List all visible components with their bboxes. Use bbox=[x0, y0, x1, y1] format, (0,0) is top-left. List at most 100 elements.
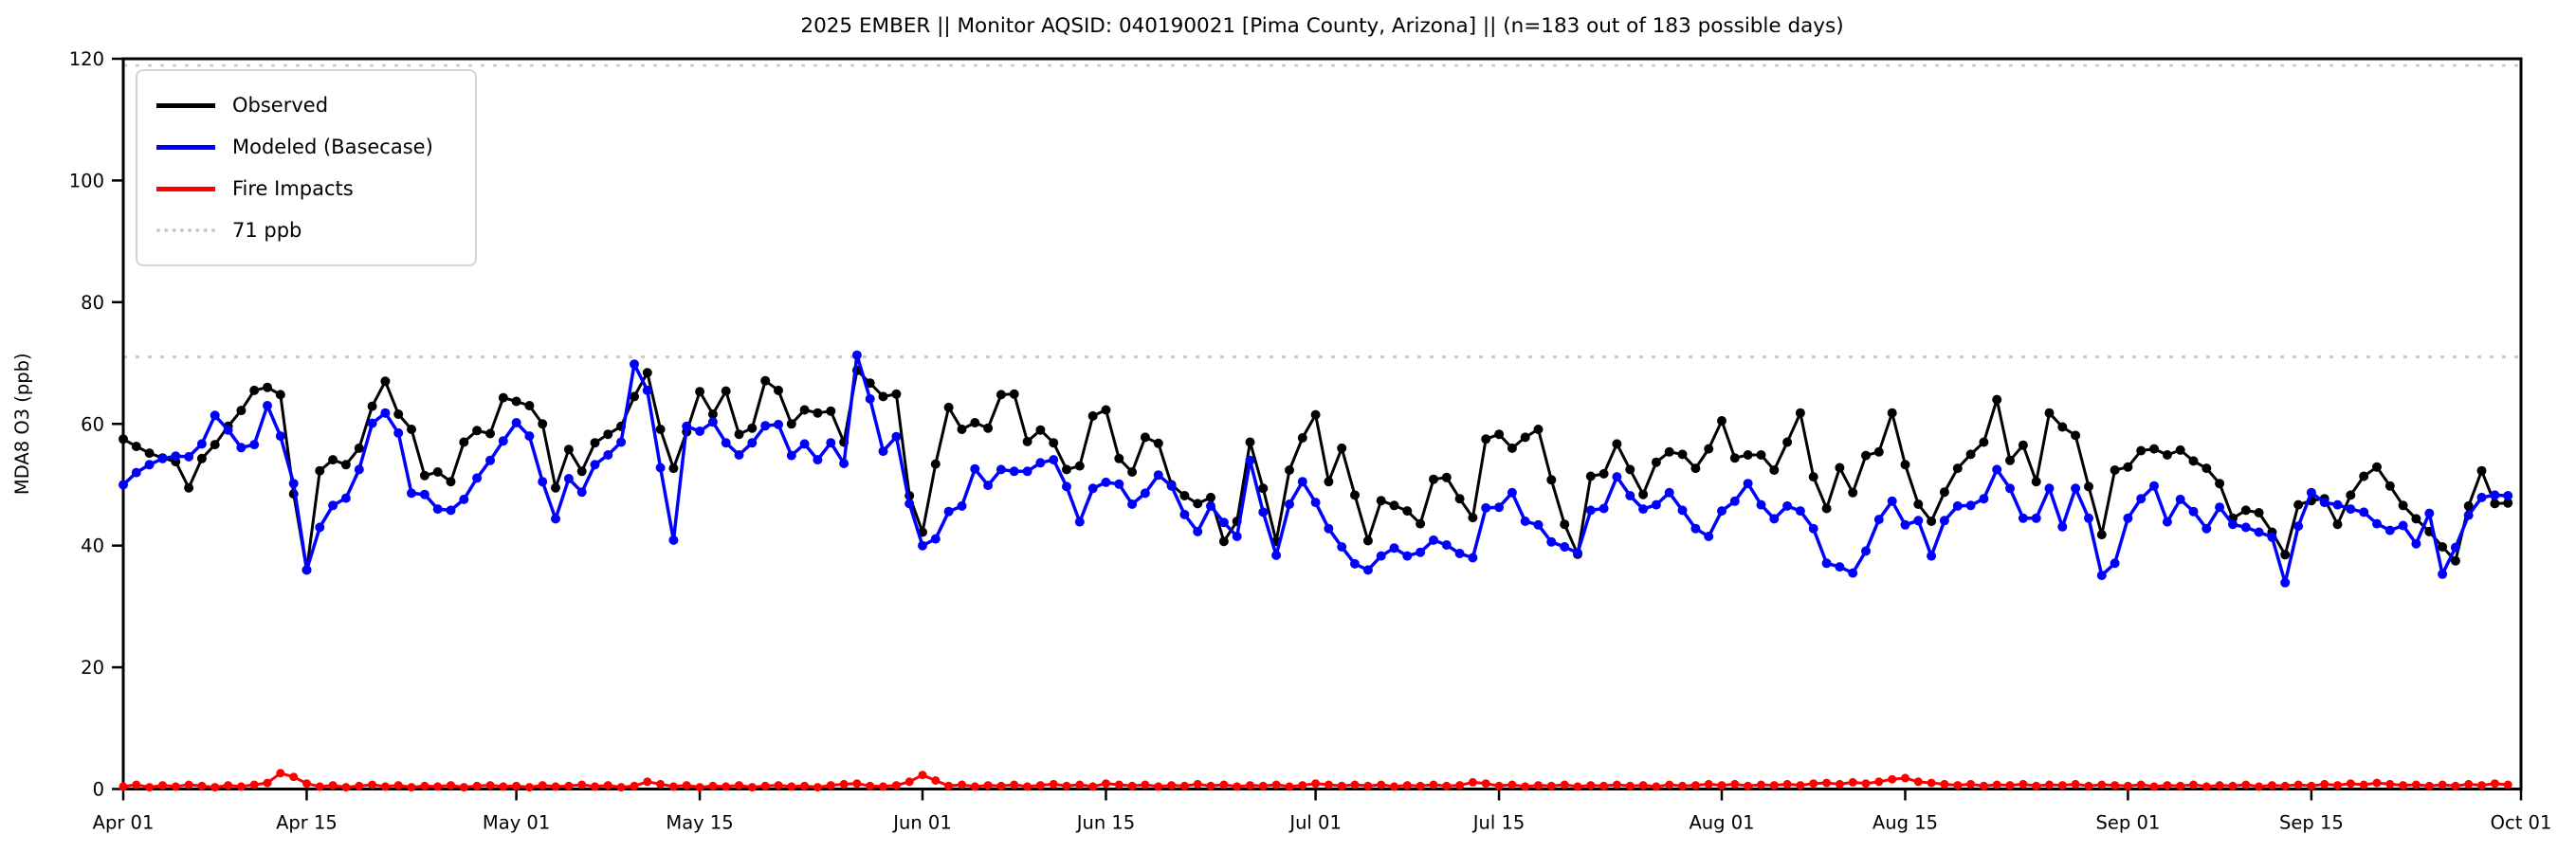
y-tick-label: 60 bbox=[81, 413, 104, 435]
fire-marker bbox=[2032, 781, 2041, 790]
fire-marker bbox=[1757, 780, 1765, 789]
modeled-marker bbox=[2215, 502, 2225, 513]
modeled-marker bbox=[695, 426, 705, 436]
observed-marker bbox=[642, 368, 652, 378]
fire-marker bbox=[695, 783, 704, 792]
observed-marker bbox=[1729, 453, 1740, 463]
fire-marker bbox=[1534, 781, 1543, 790]
y-tick-label: 100 bbox=[69, 170, 104, 191]
fire-marker bbox=[2490, 779, 2499, 789]
fire-marker bbox=[2451, 781, 2460, 790]
fire-marker bbox=[2464, 779, 2474, 789]
fire-marker bbox=[747, 783, 757, 792]
fire-marker bbox=[158, 781, 167, 790]
fire-marker bbox=[2163, 781, 2172, 790]
modeled-marker bbox=[419, 489, 429, 499]
modeled-marker bbox=[1808, 523, 1818, 534]
modeled-marker bbox=[1546, 536, 1557, 547]
fire-marker bbox=[1127, 781, 1137, 790]
modeled-marker bbox=[865, 393, 875, 404]
modeled-marker bbox=[1887, 496, 1897, 506]
fire-marker bbox=[904, 777, 914, 787]
modeled-marker bbox=[2254, 527, 2264, 537]
y-tick-label: 20 bbox=[81, 657, 104, 679]
modeled-line bbox=[121, 353, 2509, 585]
fire-marker bbox=[171, 782, 180, 791]
fire-marker bbox=[944, 781, 954, 790]
observed-marker bbox=[1101, 405, 1111, 415]
observed-marker bbox=[734, 429, 744, 440]
fire-marker bbox=[1940, 779, 1949, 789]
observed-marker bbox=[2384, 481, 2395, 491]
modeled-marker bbox=[1913, 516, 1924, 526]
observed-marker bbox=[407, 425, 416, 434]
modeled-marker bbox=[1599, 503, 1609, 514]
fire-marker bbox=[368, 780, 377, 789]
fire-marker bbox=[1416, 781, 1425, 790]
modeled-marker bbox=[878, 446, 888, 457]
fire-marker bbox=[564, 781, 574, 790]
modeled-marker bbox=[2332, 499, 2343, 510]
observed-marker bbox=[1035, 425, 1046, 435]
fire-marker bbox=[145, 783, 155, 792]
modeled-marker bbox=[747, 438, 758, 448]
fire-marker bbox=[1835, 779, 1844, 789]
fire-marker bbox=[1206, 781, 1215, 790]
observed-marker bbox=[1258, 483, 1269, 494]
modeled-marker bbox=[891, 431, 902, 442]
observed-marker bbox=[943, 402, 954, 412]
modeled-marker bbox=[1651, 499, 1661, 510]
legend-item-observed: Observed bbox=[156, 84, 454, 126]
observed-marker bbox=[524, 401, 535, 410]
fire-marker bbox=[1560, 780, 1569, 789]
fire-marker bbox=[132, 780, 141, 789]
observed-marker bbox=[2175, 445, 2185, 455]
modeled-marker bbox=[1402, 551, 1413, 561]
fire-marker bbox=[1350, 780, 1360, 789]
fire-marker bbox=[1075, 780, 1085, 789]
modeled-marker bbox=[1677, 505, 1688, 516]
fire-marker bbox=[2097, 780, 2107, 789]
observed-marker bbox=[930, 459, 941, 469]
observed-marker bbox=[2031, 477, 2041, 487]
modeled-marker bbox=[2476, 492, 2487, 502]
observed-marker bbox=[891, 389, 902, 399]
fire-marker bbox=[2176, 781, 2185, 790]
fire-marker bbox=[852, 779, 862, 789]
modeled-marker bbox=[236, 443, 247, 453]
observed-marker bbox=[328, 455, 338, 465]
observed-marker bbox=[432, 467, 443, 477]
observed-marker bbox=[354, 443, 364, 453]
observed-marker bbox=[446, 477, 456, 487]
observed-marker bbox=[340, 460, 351, 470]
modeled-marker bbox=[2188, 506, 2199, 517]
fire-marker bbox=[577, 780, 587, 789]
modeled-marker bbox=[2398, 520, 2408, 531]
modeled-marker bbox=[131, 467, 141, 478]
fire-marker bbox=[1717, 781, 1726, 790]
observed-marker bbox=[1873, 446, 1884, 457]
fire-marker bbox=[668, 782, 678, 791]
observed-marker bbox=[2057, 422, 2068, 432]
observed-marker bbox=[1441, 472, 1452, 482]
modeled-marker bbox=[603, 450, 613, 460]
observed-marker bbox=[1179, 491, 1190, 500]
observed-marker bbox=[236, 406, 247, 416]
fire-marker bbox=[1193, 779, 1202, 789]
fire-marker bbox=[2201, 782, 2211, 791]
fire-marker bbox=[2399, 781, 2408, 790]
observed-marker bbox=[707, 409, 718, 419]
fire-marker bbox=[2267, 781, 2276, 790]
fire-marker bbox=[407, 783, 416, 792]
x-tick-label: Aug 15 bbox=[1873, 812, 1938, 834]
fire-marker bbox=[1874, 777, 1884, 787]
fire-marker bbox=[1219, 780, 1229, 789]
fire-marker bbox=[630, 781, 639, 790]
chart-title: 2025 EMBER || Monitor AQSID: 040190021 [… bbox=[800, 14, 1843, 38]
fire-marker bbox=[643, 777, 652, 787]
fire-marker bbox=[2057, 781, 2067, 790]
fire-marker bbox=[420, 781, 429, 790]
fire-marker bbox=[433, 782, 443, 791]
modeled-marker bbox=[524, 431, 535, 442]
